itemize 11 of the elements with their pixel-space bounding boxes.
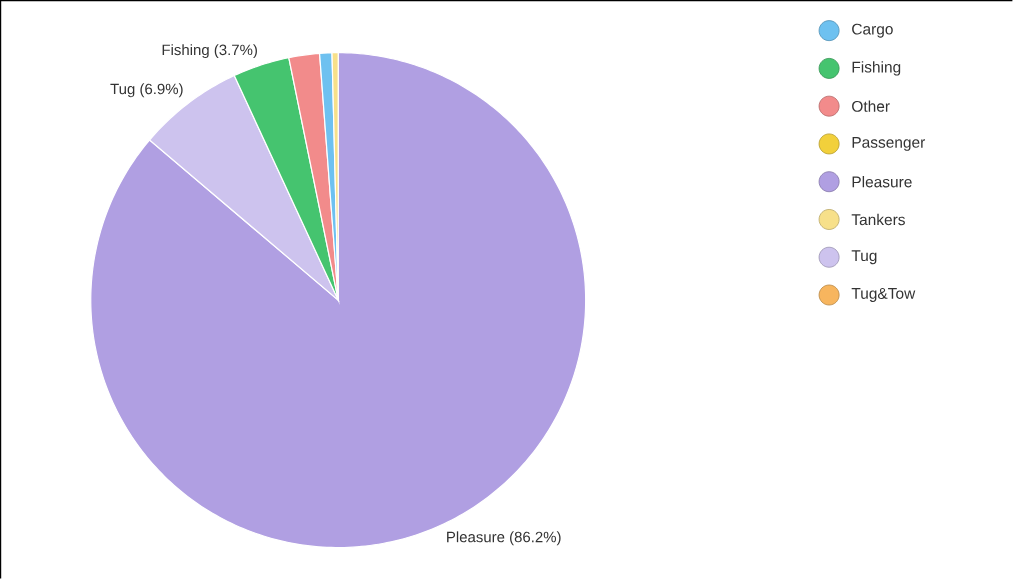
legend-label: Pleasure: [852, 175, 912, 188]
legend-label: Tug: [851, 250, 877, 265]
legend-label: Passenger: [852, 136, 926, 151]
data-label: Pleasure (86.2%): [447, 531, 561, 546]
legend-label: Tug&Tow: [851, 287, 916, 302]
legend-label: Tankers: [851, 213, 905, 226]
data-label: Tug (6.9%): [110, 83, 183, 98]
legend-label: Fishing: [852, 61, 901, 76]
legend-label: Cargo: [852, 23, 893, 38]
data-label: Fishing (3.7%): [162, 44, 257, 58]
legend-label: Other: [852, 100, 890, 112]
